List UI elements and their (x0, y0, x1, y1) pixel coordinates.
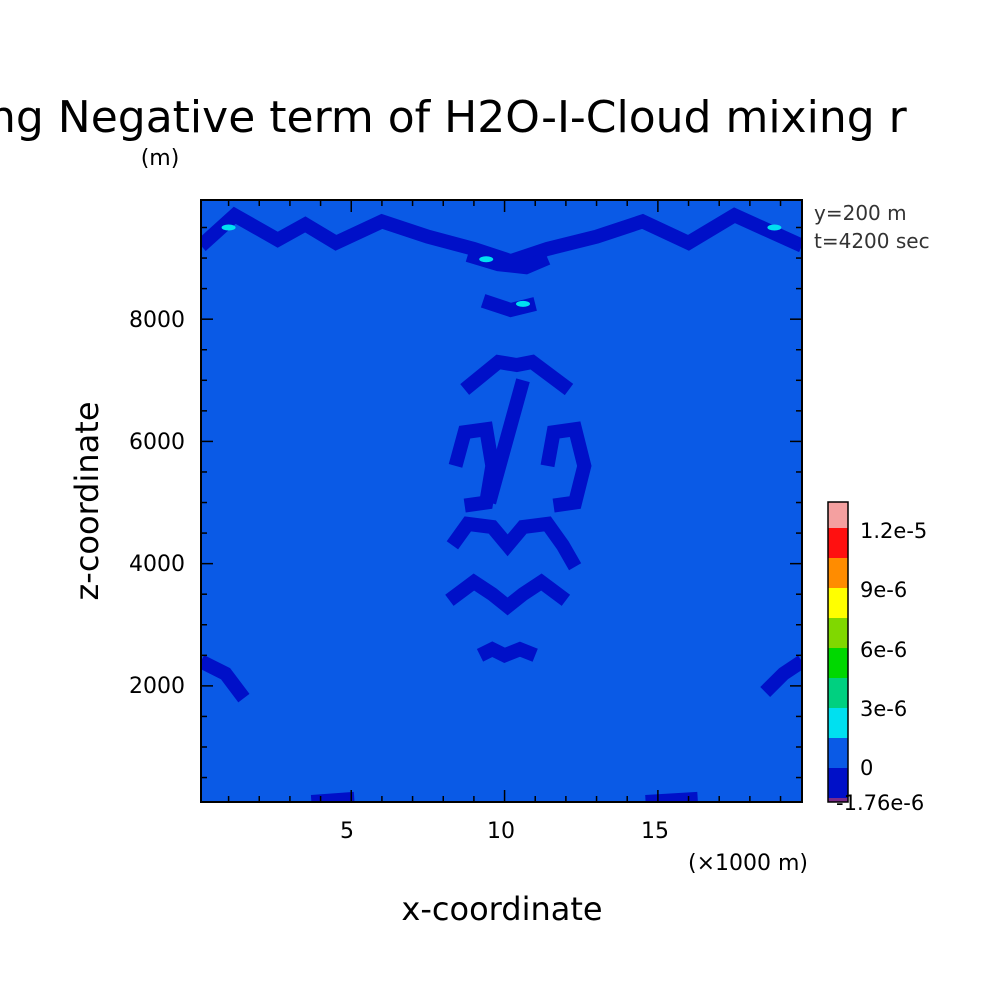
x-axis-label: x-coordinate (401, 890, 602, 928)
colorbar-swatch-2 (828, 738, 848, 768)
y-tick-label-4000: 4000 (129, 552, 185, 577)
plot-area (200, 199, 803, 803)
colorbar-swatch-1 (828, 768, 848, 798)
x-unit-label: (×1000 m) (688, 851, 808, 876)
negative-region-11 (760, 655, 802, 697)
positive-spot-1 (767, 224, 782, 231)
negative-region-6 (540, 421, 592, 513)
positive-spot-2 (479, 256, 494, 263)
negative-region-3 (460, 354, 574, 396)
colorbar (827, 501, 849, 803)
annotation-y: y=200 m (814, 201, 907, 225)
colorbar-label-6: -1.76e-6 (836, 791, 924, 815)
y-tick-label-6000: 6000 (129, 430, 185, 455)
colorbar-label-5: 0 (860, 756, 873, 780)
annotation-t: t=4200 sec (814, 229, 930, 253)
colorbar-label-3: 6e-6 (860, 638, 907, 662)
x-tick-label-5: 5 (340, 819, 354, 844)
colorbar-label-2: 9e-6 (860, 578, 907, 602)
positive-spot-0 (221, 224, 236, 231)
colorbar-frame (827, 501, 849, 803)
plot-frame (200, 199, 803, 803)
colorbar-swatch-4 (828, 678, 848, 708)
colorbar-swatch-6 (828, 618, 848, 648)
chart-title: ng Negative term of H2O-I-Cloud mixing r (0, 92, 908, 143)
title-unit: (m) (141, 146, 180, 171)
axis-ticks (201, 200, 802, 802)
colorbar-swatch-3 (828, 708, 848, 738)
positive-spot-3 (516, 300, 530, 307)
y-tick-label-2000: 2000 (129, 674, 185, 699)
x-tick-label-10: 10 (487, 819, 515, 844)
negative-region-9 (476, 641, 538, 663)
colorbar-swatch-7 (828, 588, 848, 618)
contour-spots (221, 224, 782, 307)
colorbar-swatch-10 (828, 502, 848, 528)
colorbar-labels: 1.2e-5 9e-6 6e-6 3e-6 0 -1.76e-6 (836, 519, 927, 815)
negative-region-0 (201, 206, 802, 269)
negative-region-5 (448, 421, 500, 513)
negative-region-7 (446, 516, 582, 571)
colorbar-swatch-8 (828, 558, 848, 588)
y-tick-label-8000: 8000 (129, 308, 185, 333)
colorbar-label-4: 3e-6 (860, 697, 907, 721)
negative-region-8 (445, 573, 571, 616)
negative-region-10 (201, 655, 250, 703)
x-tick-label-15: 15 (641, 819, 669, 844)
colorbar-label-1: 1.2e-5 (860, 519, 927, 543)
y-axis-label: z-coordinate (68, 401, 106, 600)
plot-background (201, 200, 802, 802)
colorbar-swatch-9 (828, 528, 848, 558)
colorbar-swatch-5 (828, 648, 848, 678)
colorbar-swatch-0 (828, 798, 848, 802)
